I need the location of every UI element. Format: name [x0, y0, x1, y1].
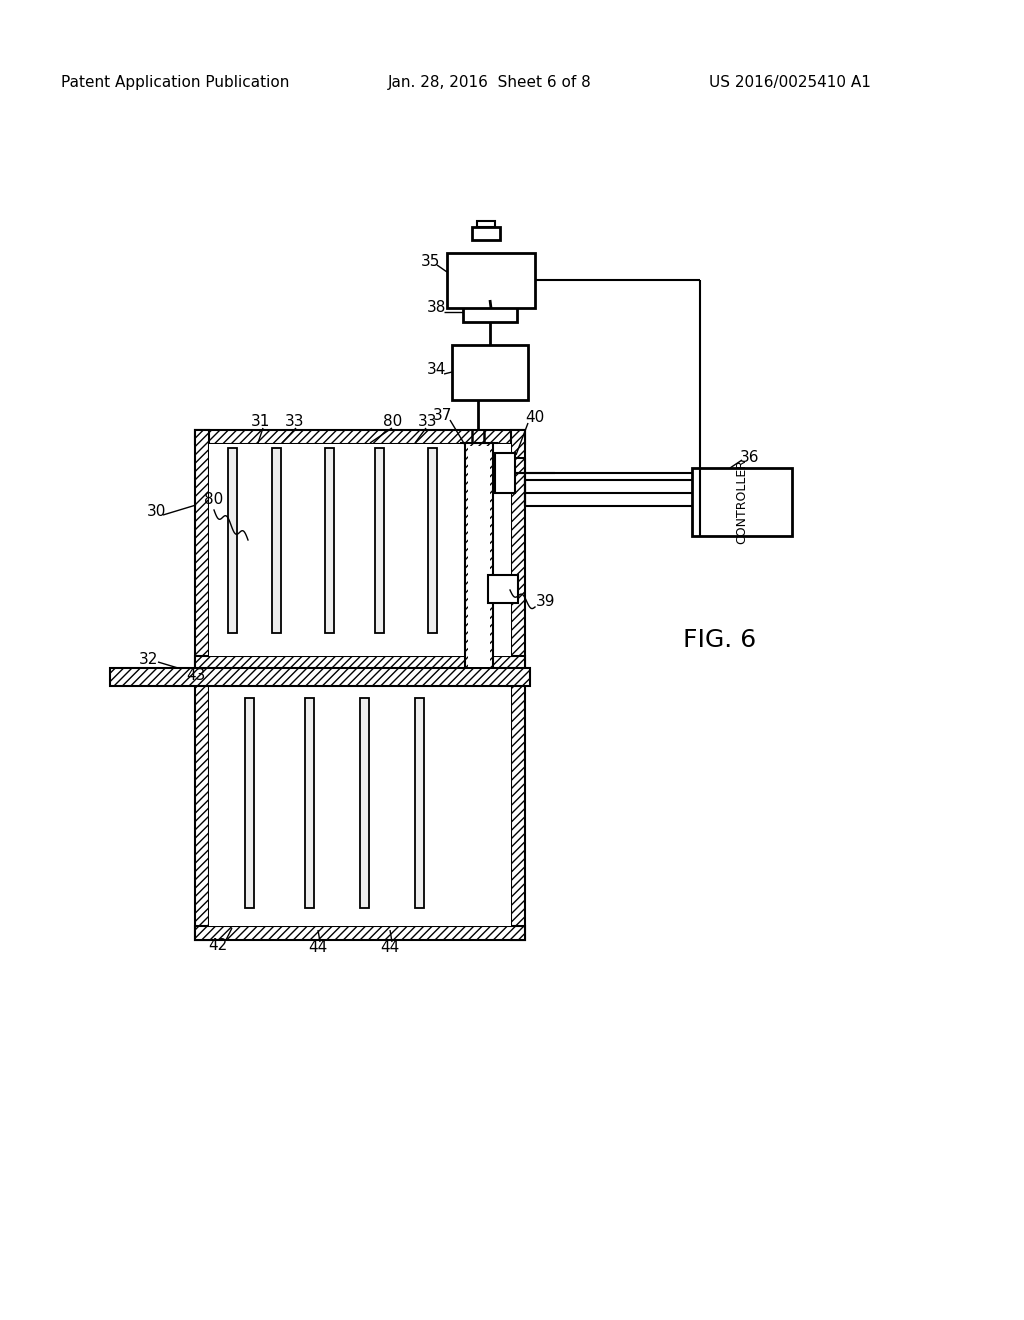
Text: 39: 39: [537, 594, 556, 610]
Bar: [195, 927, 525, 940]
Bar: [305, 698, 314, 908]
Text: 44: 44: [308, 940, 328, 956]
Bar: [325, 447, 334, 634]
Text: 34: 34: [427, 363, 446, 378]
Bar: [472, 227, 500, 240]
Text: 80: 80: [205, 492, 223, 507]
Bar: [452, 345, 528, 400]
Text: 30: 30: [146, 504, 166, 520]
Text: 44: 44: [380, 940, 399, 956]
Text: 80: 80: [383, 414, 402, 429]
Text: 37: 37: [433, 408, 453, 422]
Text: 33: 33: [286, 414, 305, 429]
Text: 40: 40: [525, 411, 545, 425]
Bar: [110, 668, 530, 686]
Bar: [209, 680, 511, 927]
Bar: [511, 430, 525, 671]
Text: Jan. 28, 2016  Sheet 6 of 8: Jan. 28, 2016 Sheet 6 of 8: [388, 75, 592, 91]
Bar: [375, 447, 384, 634]
Text: 36: 36: [740, 450, 760, 466]
Text: 31: 31: [250, 414, 269, 429]
Bar: [245, 698, 254, 908]
Text: 42: 42: [208, 939, 227, 953]
Bar: [465, 444, 493, 671]
Bar: [195, 656, 525, 671]
Bar: [477, 220, 495, 227]
Bar: [468, 446, 490, 667]
Bar: [209, 444, 511, 656]
Bar: [195, 430, 525, 444]
Bar: [495, 453, 515, 492]
Bar: [195, 680, 209, 940]
Text: 35: 35: [420, 255, 439, 269]
Text: Patent Application Publication: Patent Application Publication: [60, 75, 289, 91]
Bar: [415, 698, 424, 908]
Bar: [195, 430, 209, 671]
Bar: [272, 447, 281, 634]
Bar: [428, 447, 437, 634]
Bar: [488, 576, 518, 603]
Bar: [228, 447, 237, 634]
Bar: [447, 253, 535, 308]
Text: 33: 33: [418, 414, 437, 429]
Bar: [511, 680, 525, 940]
Bar: [463, 300, 517, 322]
Text: 43: 43: [186, 668, 206, 684]
Text: 32: 32: [138, 652, 158, 668]
Text: US 2016/0025410 A1: US 2016/0025410 A1: [709, 75, 871, 91]
Text: FIG. 6: FIG. 6: [683, 628, 757, 652]
Bar: [692, 469, 792, 536]
Bar: [360, 698, 369, 908]
Text: CONTROLLER: CONTROLLER: [735, 459, 749, 544]
Text: 38: 38: [427, 301, 446, 315]
